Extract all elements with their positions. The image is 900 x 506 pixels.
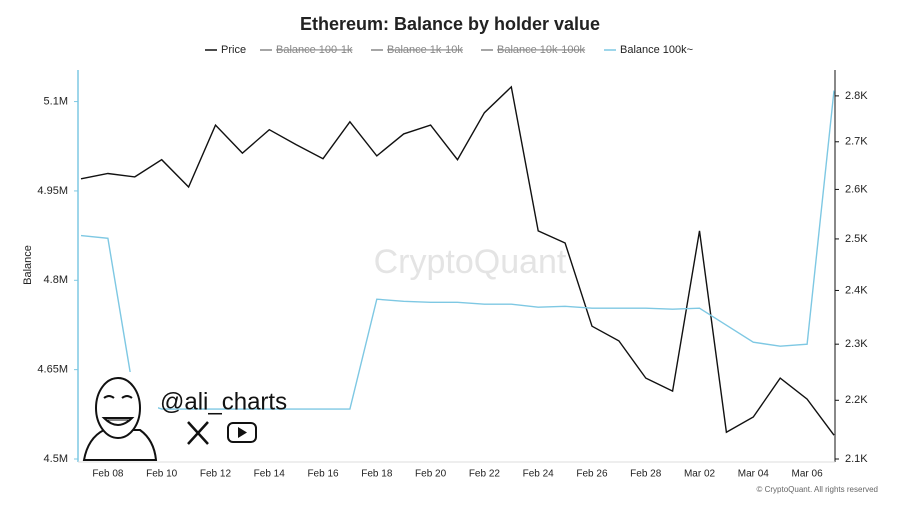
x-tick-label: Mar 04: [738, 469, 770, 480]
y-tick-label: 4.95M: [37, 185, 68, 197]
x-tick-label: Feb 18: [361, 469, 393, 480]
y-tick-label: 4.65M: [37, 364, 68, 376]
x-tick-label: Feb 20: [415, 469, 447, 480]
x-tick-label: Feb 14: [254, 469, 286, 480]
credit: © CryptoQuant. All rights reserved: [757, 485, 879, 494]
x-tick-label: Mar 06: [792, 469, 824, 480]
y2-tick-label: 2.6K: [845, 183, 868, 195]
x-tick-label: Feb 28: [630, 469, 662, 480]
legend-entry: Balance 100k~: [620, 44, 693, 56]
y-axis-label: Balance: [22, 245, 34, 285]
x-tick-label: Feb 22: [469, 469, 501, 480]
x-tick-label: Mar 02: [684, 469, 716, 480]
series-line: [80, 90, 835, 410]
y-tick-label: 4.8M: [44, 274, 68, 286]
y2-tick-label: 2.4K: [845, 284, 868, 296]
y2-tick-label: 2.2K: [845, 394, 868, 406]
x-tick-label: Feb 16: [307, 469, 339, 480]
x-tick-label: Feb 08: [92, 469, 124, 480]
x-tick-label: Feb 10: [146, 469, 178, 480]
x-tick-label: Feb 26: [576, 469, 608, 480]
y2-tick-label: 2.5K: [845, 233, 868, 245]
x-tick-label: Feb 12: [200, 469, 232, 480]
watermark: CryptoQuant: [374, 243, 567, 281]
chart-title: Ethereum: Balance by holder value: [300, 14, 600, 34]
y2-tick-label: 2.7K: [845, 136, 868, 148]
y2-tick-label: 2.3K: [845, 338, 868, 350]
y-tick-label: 4.5M: [44, 453, 68, 465]
x-tick-label: Feb 24: [523, 469, 555, 480]
handle: @ali_charts: [160, 388, 287, 415]
y-tick-label: 5.1M: [44, 95, 68, 107]
legend-entry: Price: [221, 44, 246, 56]
avatar: [80, 372, 158, 461]
x-icon: [187, 421, 209, 445]
y2-tick-label: 2.1K: [845, 453, 868, 465]
youtube-icon: [227, 422, 257, 443]
y2-tick-label: 2.8K: [845, 90, 868, 102]
series-line: [80, 85, 835, 436]
